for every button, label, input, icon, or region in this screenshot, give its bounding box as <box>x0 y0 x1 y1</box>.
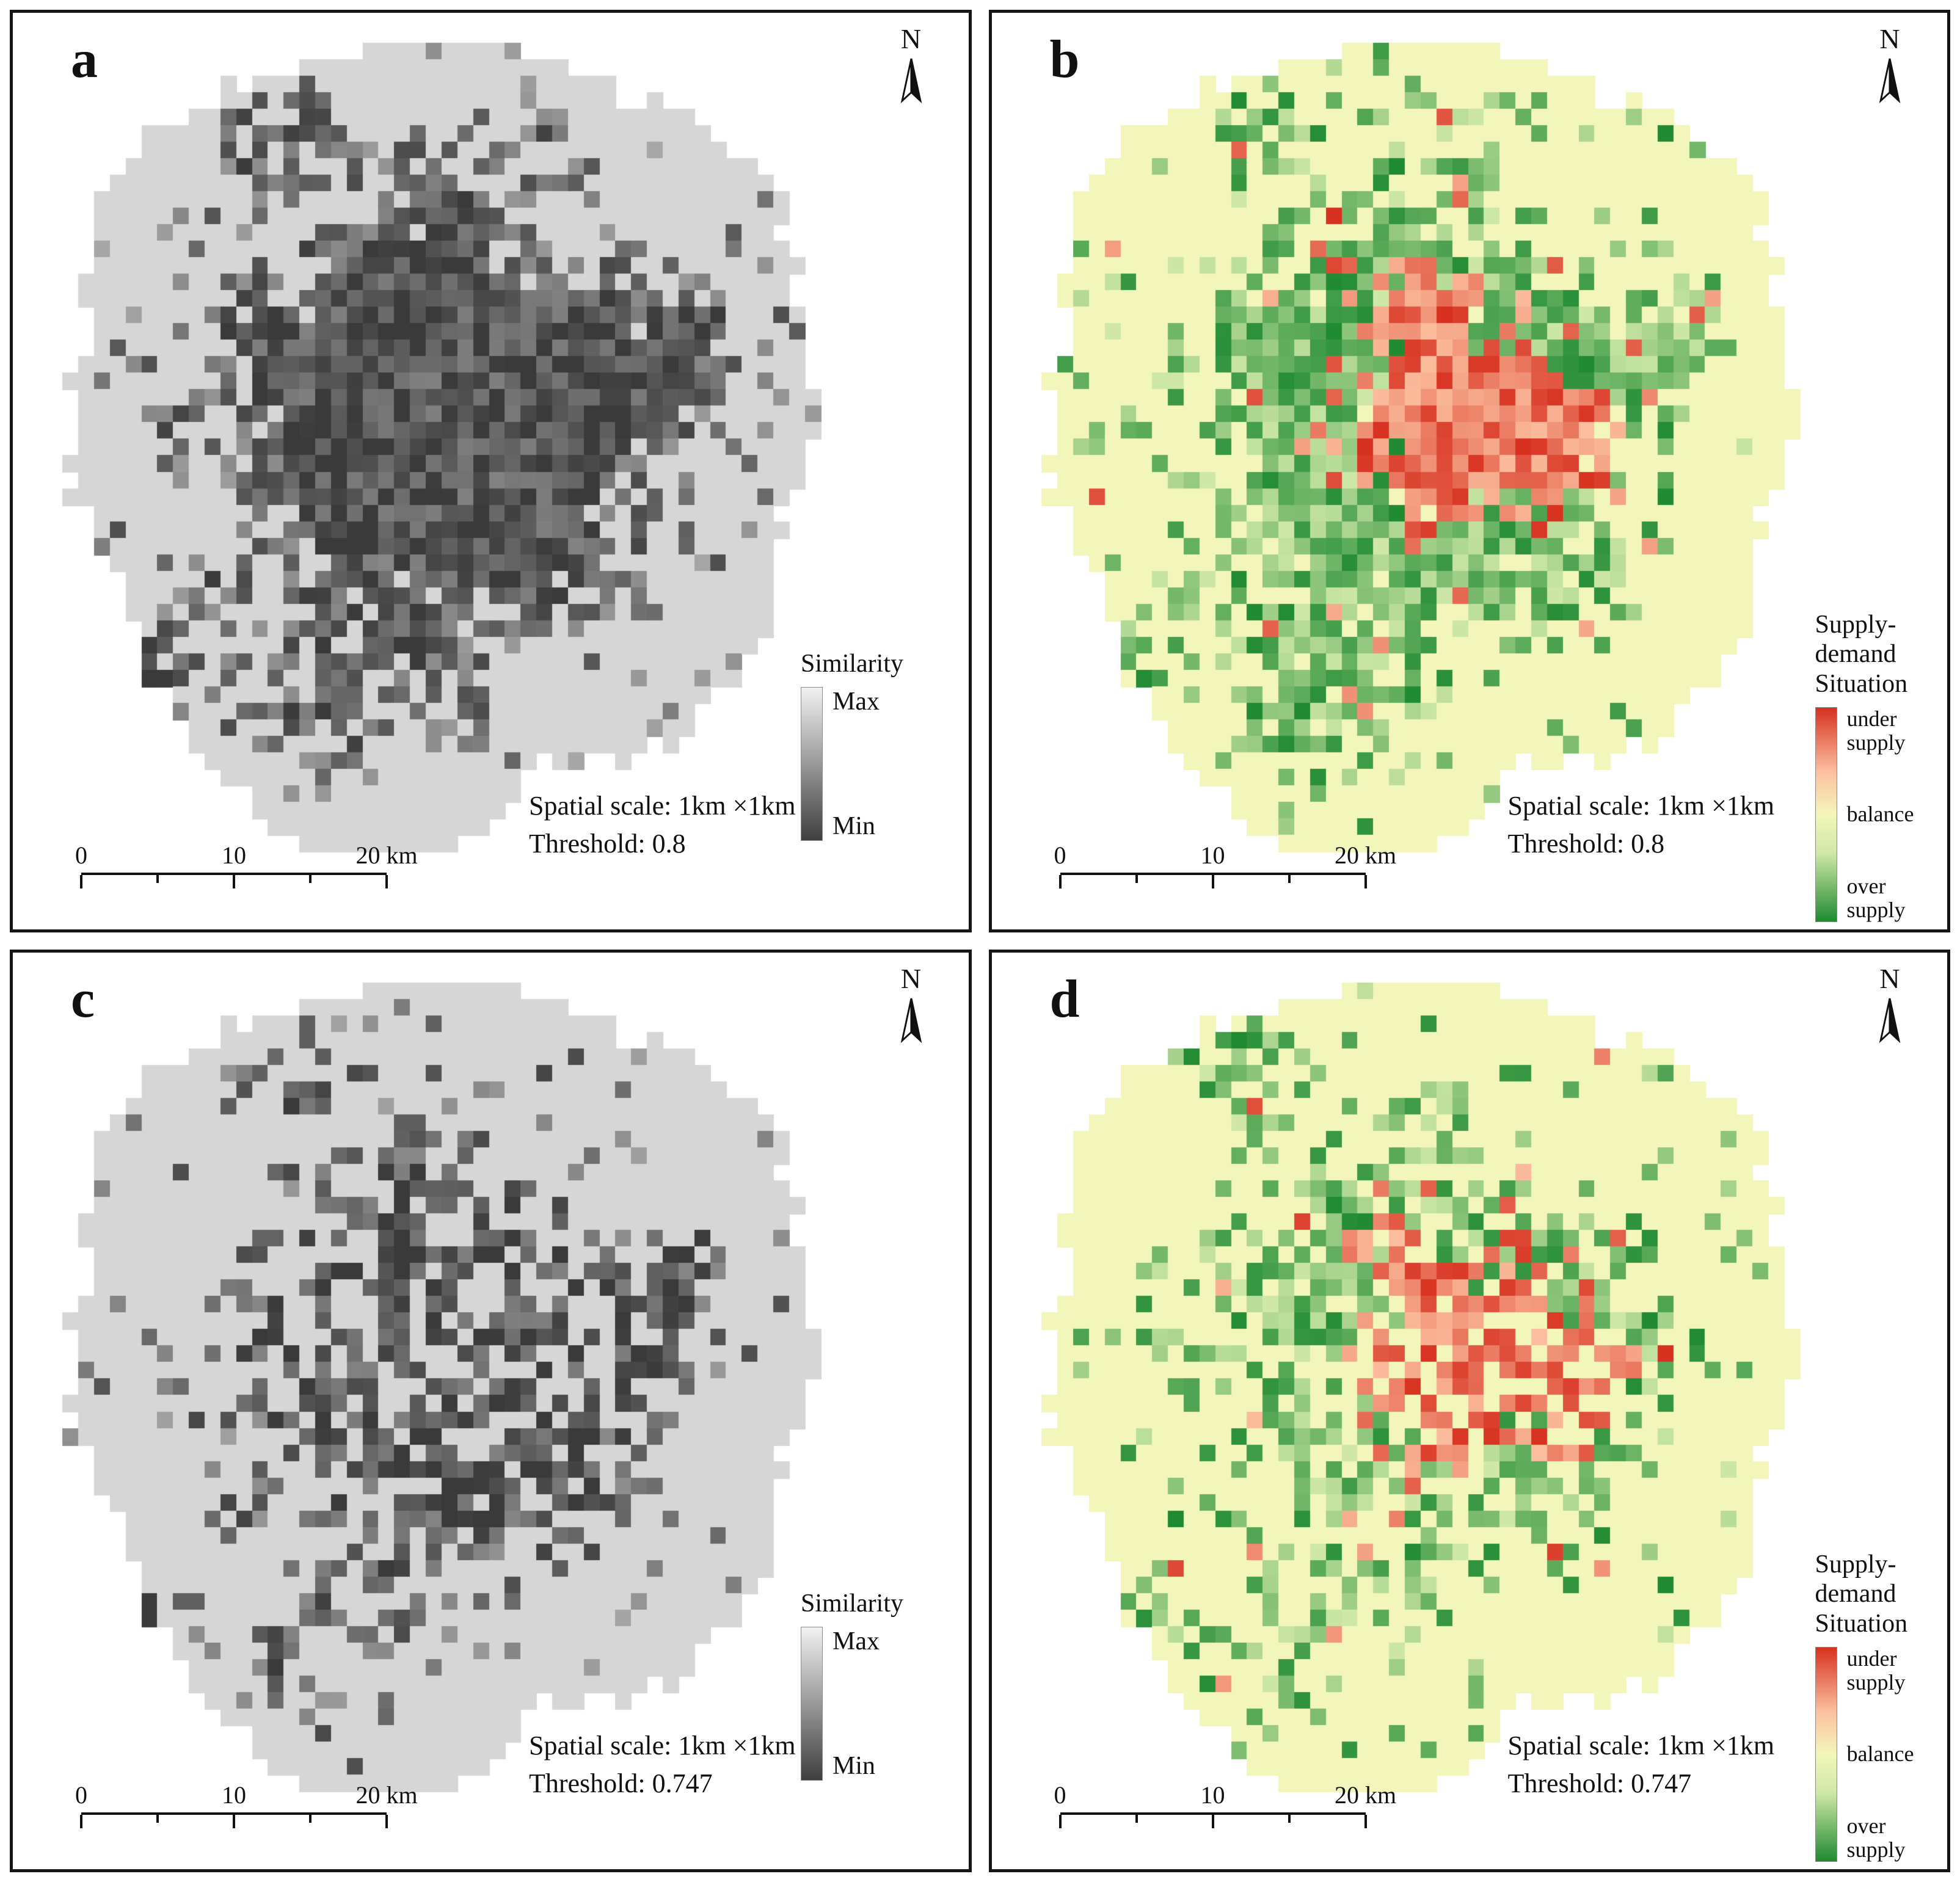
legend-under-supply-label: under supply <box>1846 706 1906 755</box>
scale-bar: 0 10 20 km <box>75 1781 418 1828</box>
legend-title: Supply-demand Situation <box>1815 611 1908 698</box>
north-label: N <box>900 23 922 54</box>
scale-label-0: 0 <box>1054 841 1066 869</box>
supply-demand-map-d <box>1010 966 1926 1858</box>
scale-bar: 0 10 20 km <box>1054 1781 1396 1828</box>
map-annotation: Spatial scale: 1km ×1km Threshold: 0.747 <box>1508 1727 1775 1802</box>
scale-tick <box>80 1815 82 1828</box>
panel-label: a <box>71 30 98 89</box>
scale-tick <box>309 875 311 883</box>
supply-gradient-bar <box>1815 707 1837 922</box>
scale-tick <box>233 875 235 888</box>
panel-label: d <box>1049 970 1080 1029</box>
similarity-map-c <box>31 966 947 1858</box>
legend-min-label: Min <box>832 1752 876 1781</box>
scale-label-10: 10 <box>1200 1781 1225 1809</box>
similarity-legend: Similarity Max Min <box>801 1589 966 1781</box>
scale-tick <box>1135 875 1138 883</box>
north-arrow: N <box>1870 25 1909 108</box>
similarity-gradient-bar <box>801 687 823 841</box>
supply-demand-map-b <box>1010 26 1926 918</box>
scale-bar-line <box>80 1812 388 1828</box>
scale-label-10: 10 <box>222 1781 246 1809</box>
panel-label: c <box>71 970 95 1029</box>
scale-label-0: 0 <box>75 1781 87 1809</box>
scale-tick <box>156 1815 159 1823</box>
scale-bar: 0 10 20 km <box>75 841 418 888</box>
north-arrow-icon <box>900 998 922 1044</box>
scale-tick <box>385 1815 388 1828</box>
supply-demand-legend: Supply-demand Situation under supply bal… <box>1815 1550 1948 1862</box>
scale-label-10: 10 <box>1200 841 1225 869</box>
scale-label-20: 20 km <box>355 841 418 869</box>
scale-bar-line <box>1058 1812 1367 1828</box>
similarity-legend: Similarity Max Min <box>801 649 966 841</box>
scale-tick <box>1364 1815 1367 1828</box>
scale-tick <box>1058 875 1062 888</box>
north-label: N <box>1879 963 1900 994</box>
annotation-threshold: Threshold: 0.747 <box>529 1768 713 1798</box>
north-arrow: N <box>1870 965 1909 1048</box>
scale-bar-line <box>80 873 388 888</box>
annotation-spatial-scale: Spatial scale: 1km ×1km <box>529 791 796 821</box>
scale-tick <box>385 875 388 888</box>
north-arrow-icon <box>1879 58 1901 104</box>
scale-tick <box>80 875 82 888</box>
scale-bar: 0 10 20 km <box>1054 841 1396 888</box>
scale-tick <box>233 1815 235 1828</box>
scale-tick <box>156 875 159 883</box>
north-label: N <box>1879 23 1900 54</box>
panel-label: b <box>1049 30 1080 89</box>
scale-tick <box>1135 1815 1138 1823</box>
scale-label-0: 0 <box>75 841 87 869</box>
legend-balance-label: balance <box>1846 1742 1914 1767</box>
scale-label-20: 20 km <box>355 1781 418 1809</box>
scale-tick <box>1364 875 1367 888</box>
annotation-threshold: Threshold: 0.8 <box>1507 828 1665 859</box>
legend-title: Similarity <box>801 1590 903 1618</box>
annotation-spatial-scale: Spatial scale: 1km ×1km <box>529 1731 796 1760</box>
legend-min-label: Min <box>832 812 876 841</box>
scale-bar-line <box>1058 873 1367 888</box>
legend-over-supply-label: over supply <box>1846 874 1906 923</box>
panel-b: b N Supply-demand Situation under supply… <box>988 10 1950 932</box>
legend-over-supply-label: over supply <box>1846 1814 1906 1862</box>
scale-tick <box>1058 1815 1062 1828</box>
panel-d: d N Supply-demand Situation under supply… <box>988 950 1950 1872</box>
panel-c: c N Similarity Max Min Spatial scale: 1k… <box>10 950 972 1872</box>
annotation-threshold: Threshold: 0.747 <box>1507 1768 1692 1798</box>
scale-label-20: 20 km <box>1334 1781 1397 1809</box>
map-annotation: Spatial scale: 1km ×1km Threshold: 0.747 <box>529 1727 796 1802</box>
scale-label-10: 10 <box>222 841 246 869</box>
scale-tick <box>1288 1815 1291 1823</box>
annotation-spatial-scale: Spatial scale: 1km ×1km <box>1507 1731 1775 1760</box>
scale-label-0: 0 <box>1054 1781 1066 1809</box>
north-arrow-icon <box>900 58 922 104</box>
annotation-threshold: Threshold: 0.8 <box>529 828 686 859</box>
supply-demand-legend: Supply-demand Situation under supply bal… <box>1815 610 1948 923</box>
scale-tick <box>1211 875 1214 888</box>
scale-label-20: 20 km <box>1334 841 1397 869</box>
legend-max-label: Max <box>832 1627 880 1656</box>
legend-title: Supply-demand Situation <box>1815 1550 1908 1638</box>
north-arrow-icon <box>1879 998 1901 1044</box>
legend-title: Similarity <box>801 650 903 678</box>
legend-under-supply-label: under supply <box>1846 1646 1906 1695</box>
similarity-map-a <box>31 26 947 918</box>
map-annotation: Spatial scale: 1km ×1km Threshold: 0.8 <box>529 787 796 862</box>
similarity-gradient-bar <box>801 1627 823 1781</box>
north-arrow: N <box>892 965 931 1048</box>
north-label: N <box>900 963 922 994</box>
panel-a: a N Similarity Max Min Spatial scale: 1k… <box>10 10 972 932</box>
north-arrow: N <box>892 25 931 108</box>
scale-tick <box>309 1815 311 1823</box>
legend-balance-label: balance <box>1846 802 1914 827</box>
scale-tick <box>1288 875 1291 883</box>
map-annotation: Spatial scale: 1km ×1km Threshold: 0.8 <box>1508 787 1775 862</box>
legend-max-label: Max <box>832 688 880 716</box>
supply-gradient-bar <box>1815 1646 1837 1862</box>
scale-tick <box>1211 1815 1214 1828</box>
annotation-spatial-scale: Spatial scale: 1km ×1km <box>1507 791 1775 821</box>
